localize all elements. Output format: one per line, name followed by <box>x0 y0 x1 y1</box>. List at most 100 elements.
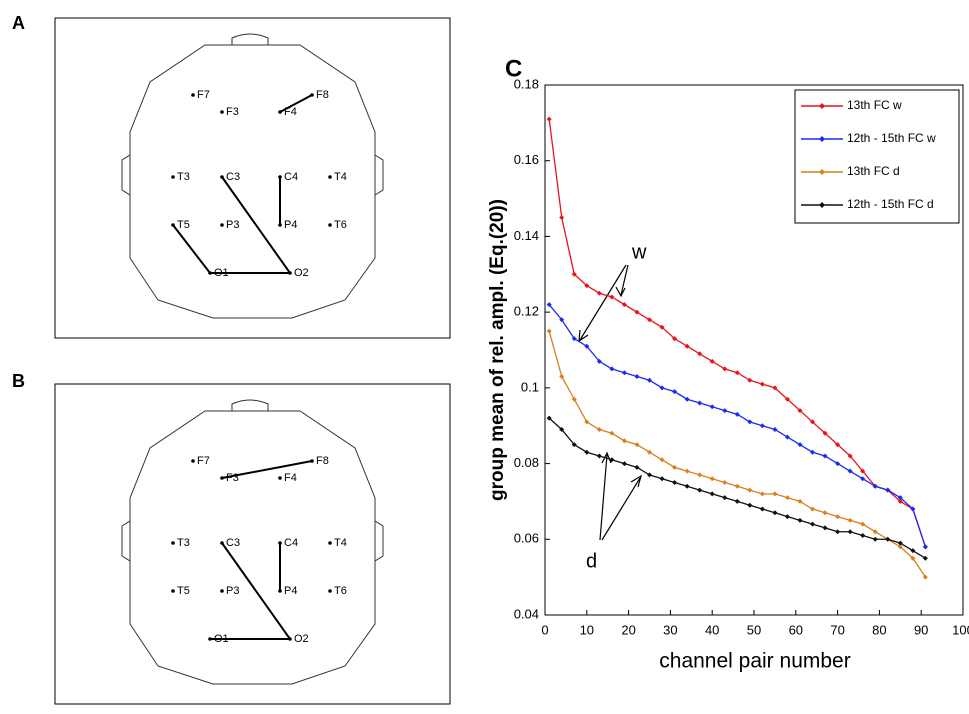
x-tick-label: 60 <box>789 622 803 637</box>
data-point <box>747 487 753 493</box>
x-tick-label: 70 <box>830 622 844 637</box>
data-point <box>759 423 765 429</box>
data-point <box>634 309 640 315</box>
legend: 13th FC w 12th - 15th FC w 13th FC d 12th -… <box>794 89 960 224</box>
electrode-label: F7 <box>197 455 210 467</box>
y-tick-label: 0.06 <box>514 531 539 546</box>
data-point <box>621 438 627 444</box>
data-point <box>797 498 803 504</box>
annotation: w <box>631 241 647 263</box>
data-point <box>872 529 878 535</box>
data-point <box>546 415 552 421</box>
data-point <box>847 517 853 523</box>
electrode <box>310 93 314 97</box>
electrode <box>171 589 175 593</box>
electrode-label: F3 <box>226 472 239 484</box>
electrode-label: O1 <box>214 267 229 279</box>
data-point <box>822 525 828 531</box>
electrode-label: T6 <box>334 219 347 231</box>
ear <box>374 154 384 196</box>
data-point <box>584 283 590 289</box>
data-point <box>621 370 627 376</box>
data-point <box>722 480 728 485</box>
data-point <box>722 366 728 372</box>
data-point <box>672 464 678 470</box>
y-tick-label: 0.04 <box>514 606 539 621</box>
head-panel: F7 F3 F4 F8 T3 C3 C4 T4 T5 P3 P4 T6 O1 O2 <box>54 17 451 339</box>
head-outline <box>129 410 376 685</box>
panel-label: B <box>12 371 25 391</box>
data-point <box>822 510 828 516</box>
x-tick-label: 40 <box>705 622 719 637</box>
data-point <box>659 385 665 391</box>
legend-marker <box>819 169 825 175</box>
data-point <box>659 324 665 330</box>
electrode <box>288 637 292 641</box>
data-point <box>835 442 841 448</box>
data-point <box>772 427 778 432</box>
data-point <box>571 442 577 448</box>
data-point <box>797 408 803 414</box>
connection <box>221 176 291 274</box>
data-point <box>872 536 878 542</box>
legend-label: 13th FC d <box>847 164 900 178</box>
electrode <box>220 541 224 545</box>
electrode <box>278 110 282 114</box>
data-point <box>697 487 703 493</box>
data-point <box>596 427 602 432</box>
data-point <box>810 521 816 527</box>
nose <box>231 33 269 45</box>
electrode <box>278 541 282 545</box>
electrode-label: C3 <box>226 171 240 183</box>
panel-label: C <box>505 55 522 82</box>
electrode-label: O2 <box>294 267 309 279</box>
electrode-label: T3 <box>177 537 190 549</box>
electrode-label: F4 <box>284 472 297 484</box>
data-point <box>546 302 552 308</box>
y-axis-label: group mean of rel. ampl. (Eq.(20)) <box>487 199 508 501</box>
data-point <box>822 430 828 436</box>
data-point <box>784 396 790 402</box>
data-point <box>634 464 640 470</box>
electrode-label: F4 <box>284 106 297 118</box>
data-point <box>621 461 627 467</box>
connection <box>279 94 313 113</box>
data-point <box>810 449 816 455</box>
data-point <box>784 495 790 501</box>
data-point <box>697 351 703 357</box>
x-tick-label: 10 <box>580 622 594 637</box>
electrode <box>220 476 224 480</box>
data-point <box>784 434 790 440</box>
data-point <box>647 449 652 455</box>
data-point <box>847 529 853 535</box>
data-point <box>634 442 640 448</box>
data-point <box>672 336 678 342</box>
data-point <box>709 404 715 410</box>
head-panel: F7 F3 F4 F8 T3 C3 C4 T4 T5 P3 P4 T6 O1 O2 <box>54 383 451 705</box>
data-point <box>672 389 678 395</box>
electrode-label: T3 <box>177 171 190 183</box>
data-point <box>571 336 577 342</box>
data-point <box>734 483 740 489</box>
electrode <box>171 541 175 545</box>
data-point <box>772 491 778 497</box>
ear <box>121 520 131 562</box>
electrode-label: T4 <box>334 537 347 549</box>
data-point <box>634 374 640 379</box>
connection <box>221 542 291 640</box>
electrode <box>220 175 224 179</box>
data-point <box>596 290 602 296</box>
legend-marker <box>819 136 825 142</box>
electrode-label: C4 <box>284 171 298 183</box>
data-point <box>609 366 615 372</box>
electrode-label: F8 <box>316 89 329 101</box>
data-point <box>860 521 866 527</box>
legend-label: 12th - 15th FC w <box>847 131 936 145</box>
data-point <box>697 472 703 478</box>
x-tick-label: 50 <box>747 622 761 637</box>
electrode <box>171 175 175 179</box>
electrode-label: F8 <box>316 455 329 467</box>
data-point <box>672 480 678 485</box>
data-point <box>647 317 652 323</box>
electrode <box>208 271 212 275</box>
